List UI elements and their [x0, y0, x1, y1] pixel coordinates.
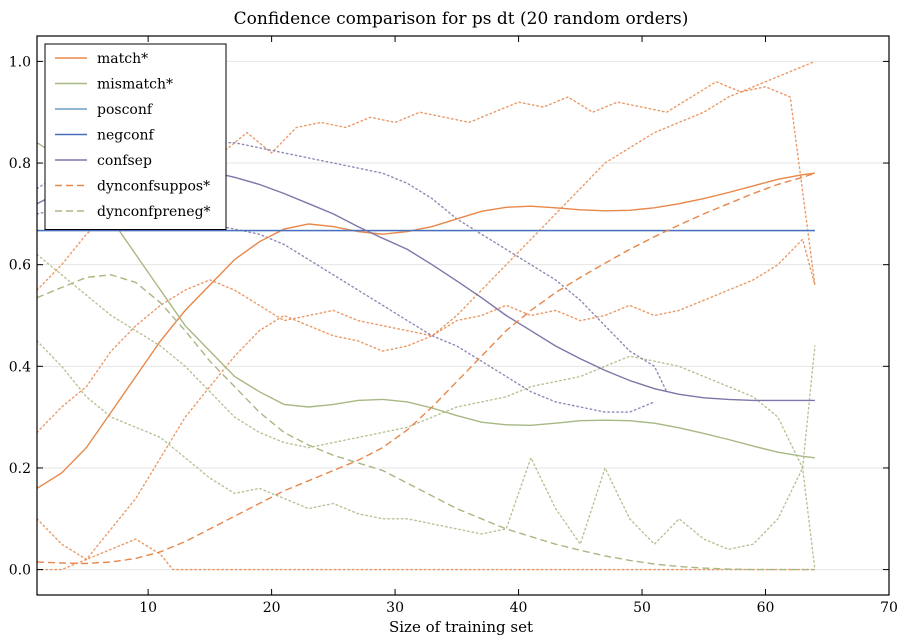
background-trace-3: [36, 538, 816, 571]
x-axis-title: Size of training set: [389, 618, 533, 636]
background-trace-0: [36, 80, 816, 291]
x-tick-label-0: 10: [139, 600, 157, 616]
legend-label-dynconfsuppos: dynconfsuppos*: [97, 179, 210, 195]
series-line-dynconfsuppos: [36, 172, 816, 565]
series-line-dynconfpreneg: [36, 274, 815, 571]
background-trace-7: [36, 203, 656, 413]
legend-label-mismatch: mismatch*: [97, 77, 173, 93]
series-lines: [36, 142, 816, 571]
y-tick-label-3: 0.6: [9, 258, 31, 274]
y-tick-label-1: 0.2: [9, 461, 31, 477]
chart-title: Confidence comparison for ps dt (20 rand…: [234, 9, 689, 29]
x-tick-label-1: 20: [263, 600, 281, 616]
x-tick-label-3: 40: [510, 600, 528, 616]
legend-label-posconf: posconf: [97, 102, 154, 118]
x-tick-label-2: 30: [386, 600, 404, 616]
legend: match* mismatch* posconf negconf confsep dync…: [44, 43, 227, 230]
y-tick-label-0: 0.0: [9, 563, 31, 579]
x-tick-label-5: 60: [757, 600, 775, 616]
background-trace-6: [36, 136, 668, 393]
legend-label-match: match*: [97, 51, 148, 67]
legend-label-dynconfpreneg: dynconfpreneg*: [97, 204, 211, 220]
y-tick-label-4: 0.8: [9, 156, 31, 172]
background-trace-4: [36, 340, 816, 551]
series-line-mismatch: [36, 142, 815, 459]
legend-label-confsep: confsep: [97, 153, 152, 169]
x-tick-label-6: 70: [880, 600, 898, 616]
background-traces: [36, 60, 816, 571]
axis-ticks: 10 20 30 40 50 60 70 0.0 0.2 0.4 0.6 0.8 1.0: [9, 36, 898, 616]
legend-label-negconf: negconf: [97, 128, 156, 144]
legend-box: [44, 43, 227, 230]
plot-area-frame: [36, 35, 890, 596]
background-trace-2: [36, 237, 816, 434]
series-line-match: [36, 172, 815, 489]
y-tick-label-5: 1.0: [9, 54, 31, 70]
y-tick-label-2: 0.4: [9, 359, 31, 375]
x-tick-label-4: 50: [633, 600, 651, 616]
background-trace-5: [36, 253, 816, 571]
